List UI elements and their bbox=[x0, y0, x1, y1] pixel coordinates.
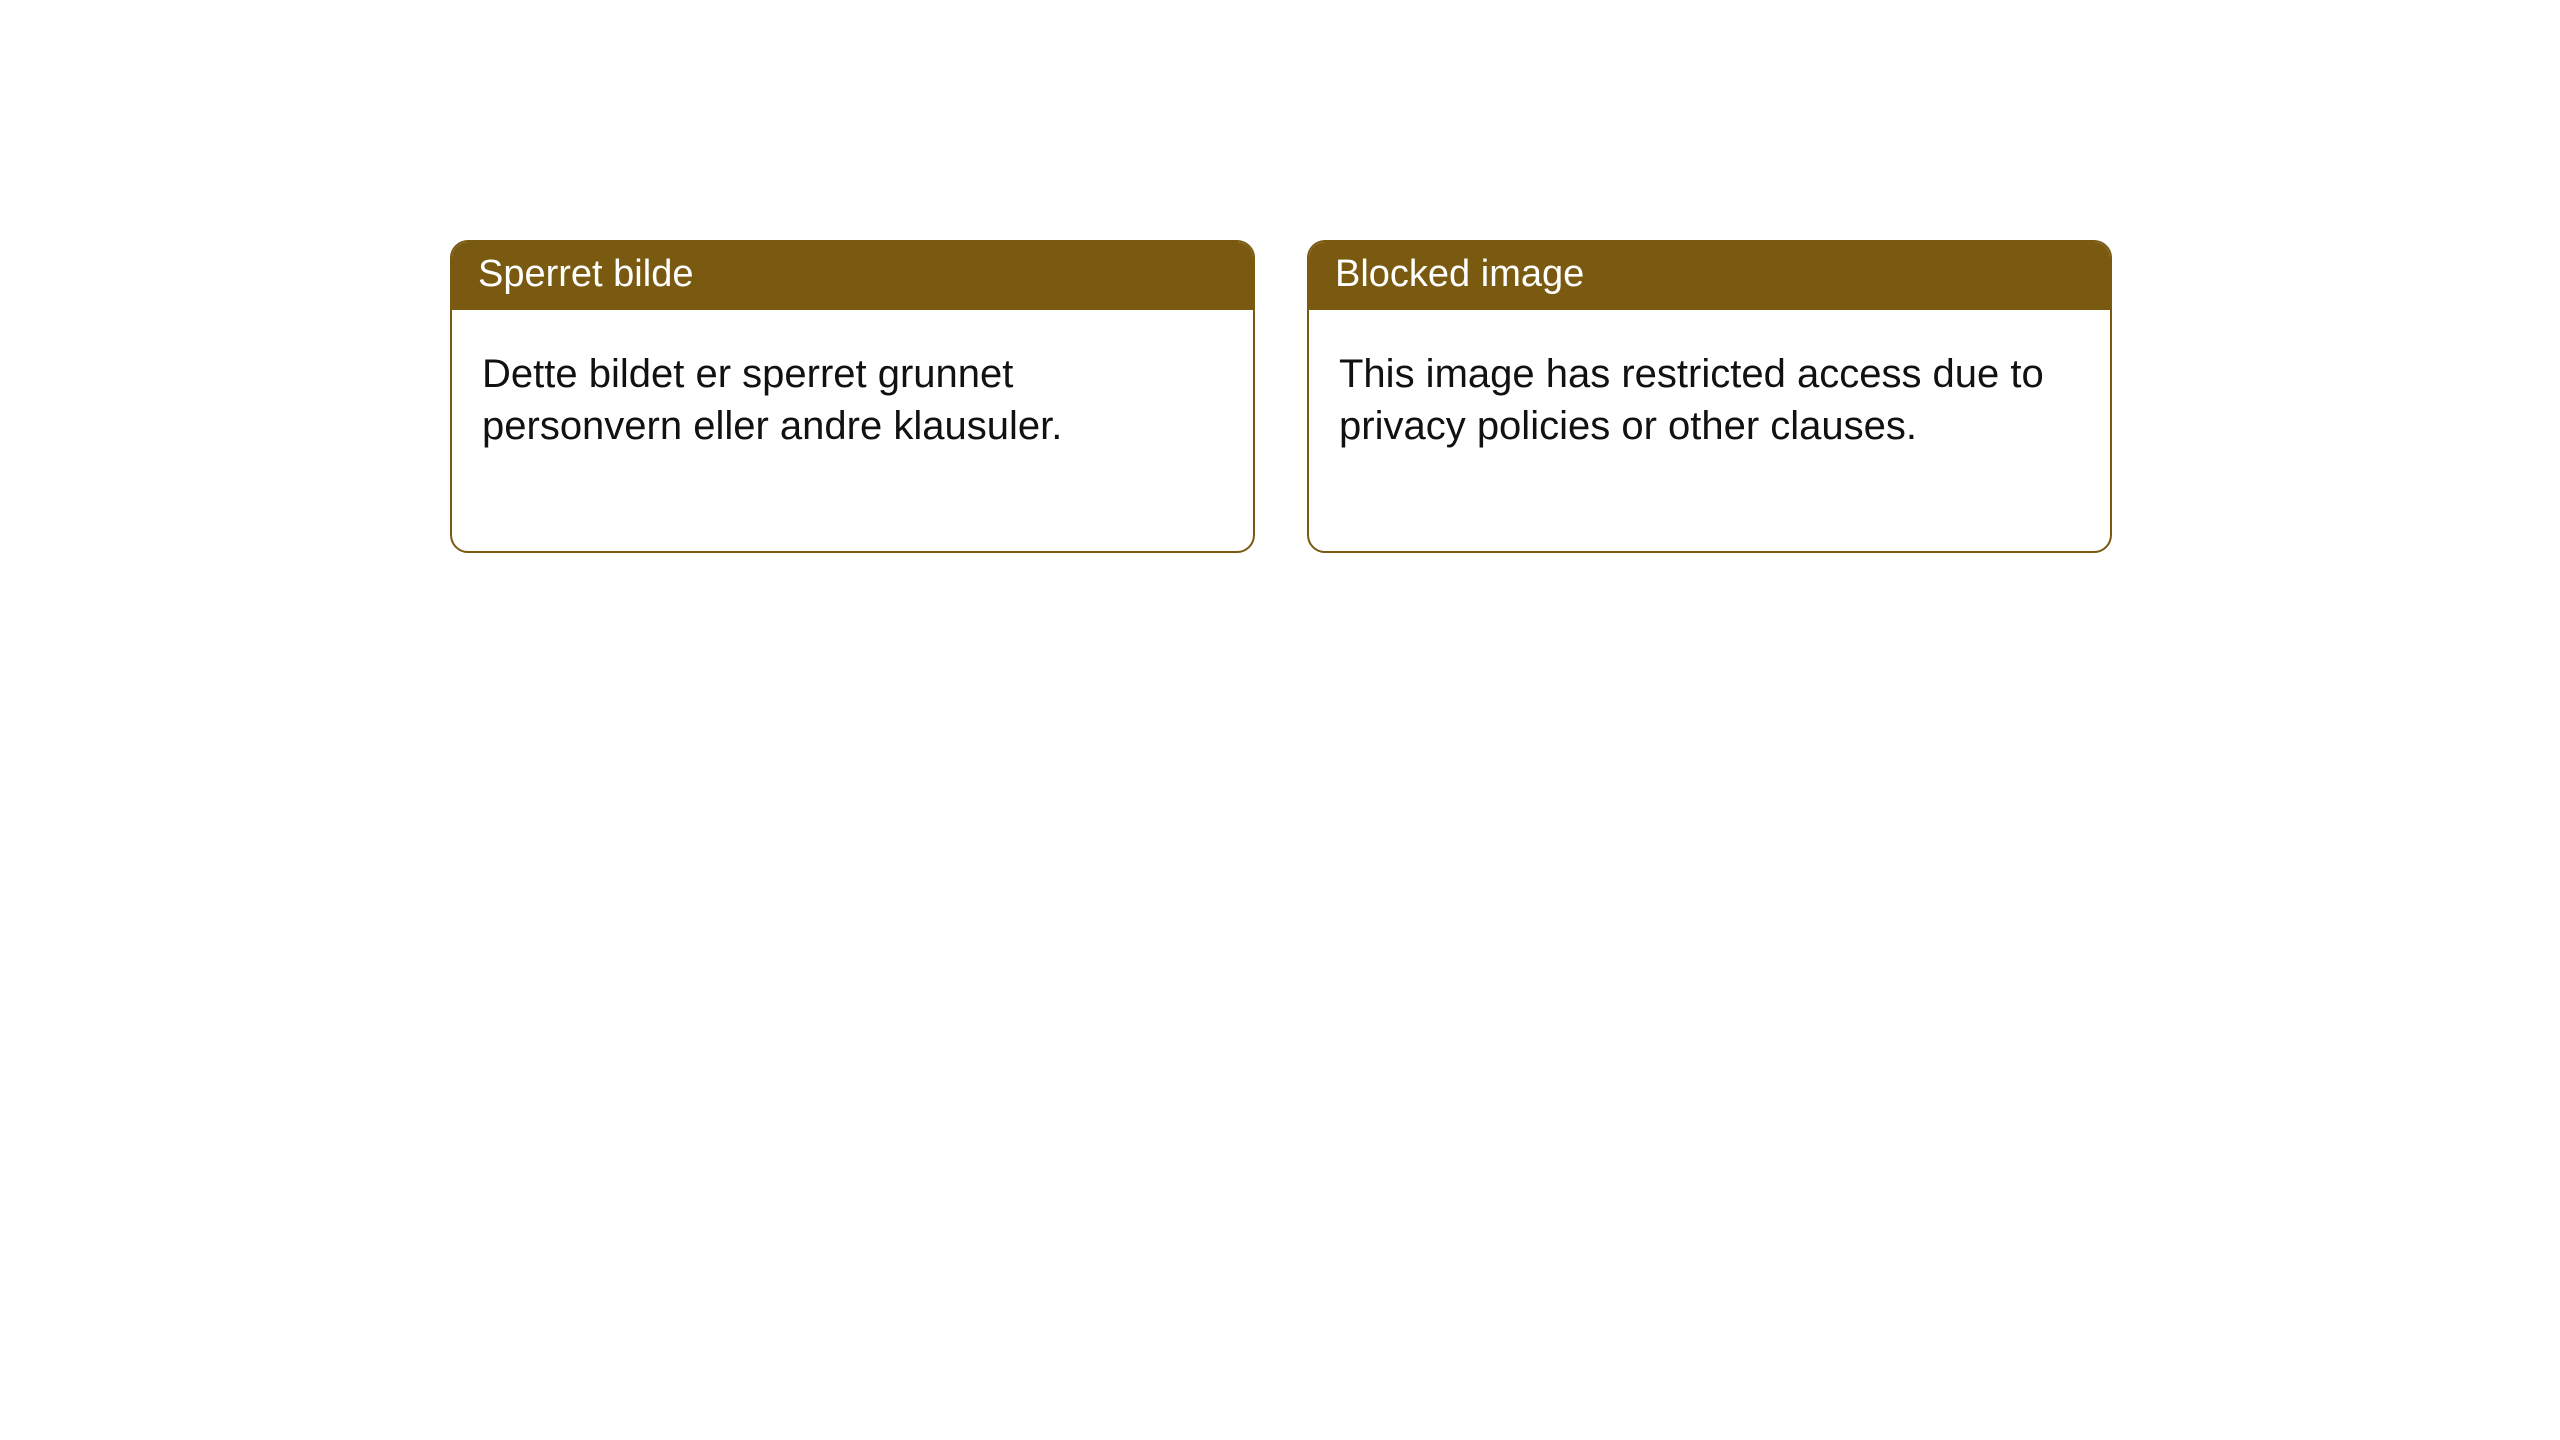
card-title: Sperret bilde bbox=[478, 253, 693, 295]
notice-card-norwegian: Sperret bilde Dette bildet er sperret gr… bbox=[450, 240, 1255, 553]
card-header: Blocked image bbox=[1309, 242, 2110, 310]
card-body-text: Dette bildet er sperret grunnet personve… bbox=[482, 352, 1062, 449]
card-title: Blocked image bbox=[1335, 253, 1584, 295]
card-body: Dette bildet er sperret grunnet personve… bbox=[452, 310, 1253, 552]
notice-card-english: Blocked image This image has restricted … bbox=[1307, 240, 2112, 553]
card-header: Sperret bilde bbox=[452, 242, 1253, 310]
card-body-text: This image has restricted access due to … bbox=[1339, 352, 2044, 449]
cards-container: Sperret bilde Dette bildet er sperret gr… bbox=[450, 240, 2112, 553]
card-body: This image has restricted access due to … bbox=[1309, 310, 2110, 552]
